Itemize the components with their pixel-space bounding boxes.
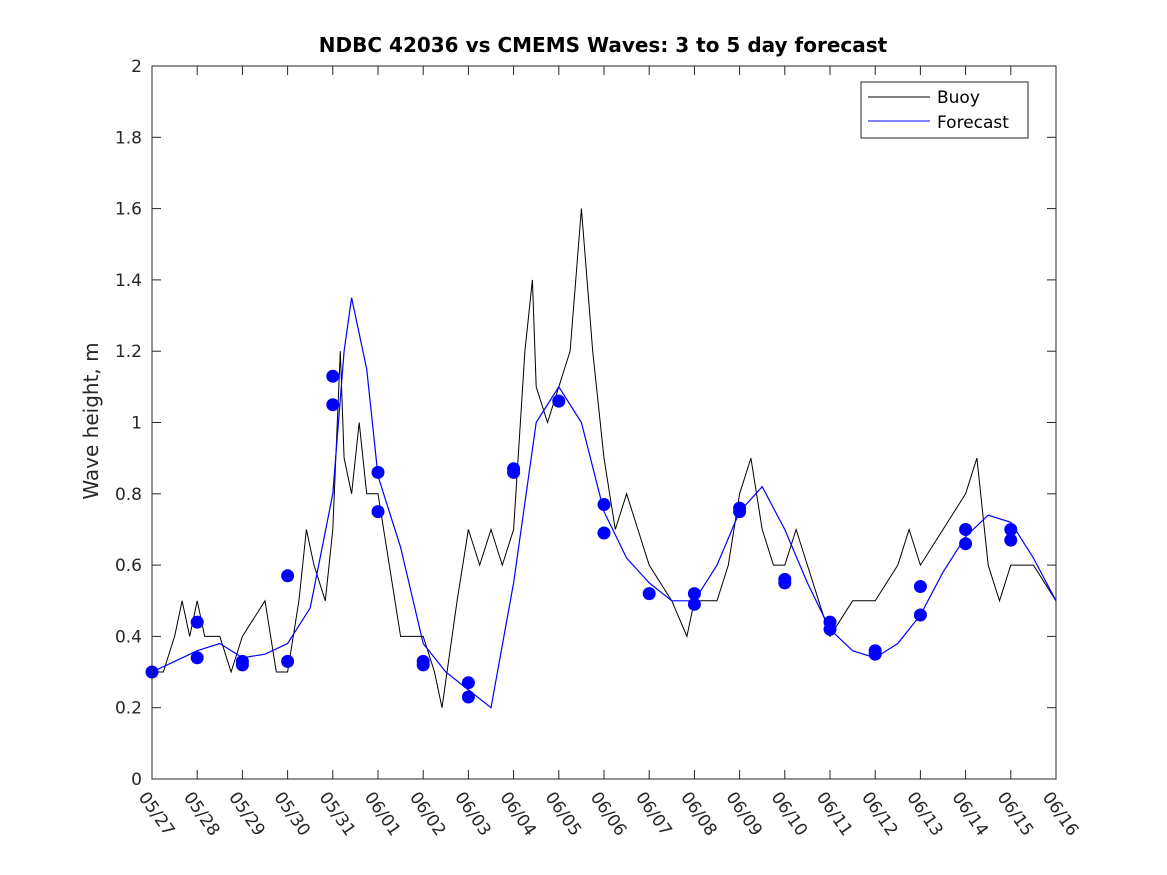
forecast-marker <box>416 658 430 672</box>
forecast-marker <box>326 398 340 412</box>
forecast-marker <box>1004 533 1018 547</box>
y-tick-label: 1.4 <box>115 271 142 291</box>
x-tick-label: 05/30 <box>270 788 314 840</box>
x-tick-label: 06/15 <box>993 788 1037 840</box>
forecast-marker <box>913 608 927 622</box>
forecast-marker <box>778 576 792 590</box>
forecast-marker <box>461 676 475 690</box>
forecast-marker <box>597 526 611 540</box>
forecast-marker <box>687 597 701 611</box>
y-axis-label: Wave height, m <box>79 342 103 499</box>
y-tick-label: 1.2 <box>115 342 142 362</box>
y-tick-label: 0.8 <box>115 485 142 505</box>
forecast-marker <box>868 647 882 661</box>
forecast-marker <box>371 505 385 519</box>
x-tick-label: 06/13 <box>902 788 946 840</box>
y-tick-label: 1.8 <box>115 128 142 148</box>
forecast-marker <box>687 587 701 601</box>
forecast-marker <box>461 690 475 704</box>
x-tick-label: 06/06 <box>586 788 630 840</box>
x-tick-label: 06/03 <box>450 788 494 840</box>
y-tick-label: 0.2 <box>115 699 142 719</box>
y-tick-label: 1 <box>131 414 142 434</box>
forecast-marker <box>642 587 656 601</box>
series-line-forecast <box>151 297 1057 709</box>
forecast-marker <box>326 369 340 383</box>
forecast-marker <box>913 580 927 593</box>
legend-box <box>860 81 1029 139</box>
x-tick-label: 06/05 <box>541 788 585 840</box>
y-tick-label: 0.6 <box>115 556 142 576</box>
x-tick-label: 05/28 <box>179 788 223 840</box>
x-tick-label: 06/09 <box>722 788 766 840</box>
forecast-marker <box>507 465 521 479</box>
forecast-marker <box>959 537 973 551</box>
forecast-marker <box>371 465 385 479</box>
x-tick-label: 06/10 <box>767 788 811 840</box>
legend-buoy-label: Buoy <box>937 88 980 108</box>
x-tick-label: 06/07 <box>631 788 675 840</box>
y-tick-label: 0 <box>131 770 142 790</box>
y-tick-label: 2 <box>131 57 142 77</box>
forecast-marker <box>190 651 204 665</box>
forecast-marker <box>823 622 837 636</box>
x-tick-label: 06/01 <box>360 788 404 840</box>
series-line-buoy <box>152 208 1057 708</box>
x-tick-label: 05/27 <box>134 788 178 840</box>
x-tick-label: 06/02 <box>405 788 449 840</box>
y-tick-label: 0.4 <box>115 627 142 647</box>
forecast-marker <box>552 394 566 408</box>
legend: Buoy Forecast <box>860 81 1029 139</box>
y-tick-label: 1.6 <box>115 200 142 220</box>
forecast-marker <box>281 654 295 668</box>
forecast-marker <box>1004 523 1018 536</box>
forecast-marker <box>597 498 611 511</box>
forecast-marker <box>235 658 249 672</box>
plot-area <box>145 208 1057 709</box>
x-tick-label: 06/14 <box>948 788 992 840</box>
x-tick-label: 06/11 <box>812 788 856 840</box>
x-tick-label: 06/04 <box>496 788 540 840</box>
x-tick-label: 06/08 <box>676 788 720 840</box>
chart-title: NDBC 42036 vs CMEMS Waves: 3 to 5 day fo… <box>319 33 888 57</box>
forecast-marker <box>281 569 295 583</box>
forecast-marker <box>733 505 747 519</box>
forecast-marker <box>190 615 204 629</box>
forecast-marker <box>959 523 973 536</box>
x-tick-label: 06/16 <box>1038 788 1082 840</box>
x-tick-label: 05/29 <box>224 788 268 840</box>
x-tick-label: 06/12 <box>857 788 901 840</box>
x-tick-label: 05/31 <box>315 788 359 840</box>
legend-forecast-label: Forecast <box>937 113 1009 133</box>
